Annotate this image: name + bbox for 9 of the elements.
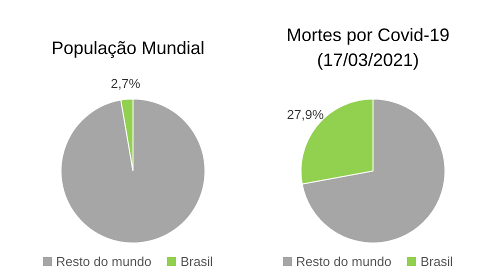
chart-title: Mortes por Covid-19 (17/03/2021)	[285, 24, 451, 72]
pie-slice	[60, 98, 206, 244]
legend-label: Brasil	[180, 254, 213, 269]
legend-label: Resto do mundo	[296, 254, 392, 269]
legend-label: Brasil	[420, 254, 453, 269]
data-label: 27,9%	[286, 107, 324, 122]
chart-title: População Mundial	[51, 38, 205, 58]
data-label: 2,7%	[110, 76, 141, 91]
legend-label: Resto do mundo	[56, 254, 152, 269]
